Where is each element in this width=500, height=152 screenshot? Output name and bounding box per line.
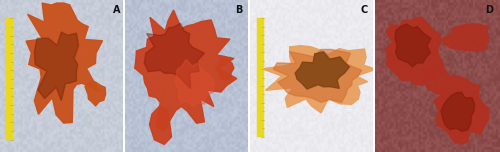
Polygon shape xyxy=(386,17,444,85)
Text: C: C xyxy=(360,5,368,15)
Polygon shape xyxy=(216,58,234,80)
Polygon shape xyxy=(150,106,172,144)
Bar xyxy=(258,18,264,137)
Text: A: A xyxy=(112,5,120,15)
Text: B: B xyxy=(236,5,242,15)
Bar xyxy=(6,18,13,140)
Polygon shape xyxy=(274,49,362,102)
Polygon shape xyxy=(443,24,489,52)
Polygon shape xyxy=(175,60,215,107)
Polygon shape xyxy=(144,23,204,89)
Polygon shape xyxy=(422,64,450,94)
Polygon shape xyxy=(295,52,350,89)
Polygon shape xyxy=(135,10,237,130)
Polygon shape xyxy=(262,46,376,113)
Polygon shape xyxy=(434,76,488,144)
Polygon shape xyxy=(34,32,78,101)
Polygon shape xyxy=(85,81,105,106)
Text: D: D xyxy=(485,5,493,15)
Polygon shape xyxy=(395,24,431,67)
Polygon shape xyxy=(441,92,474,131)
Polygon shape xyxy=(26,3,102,123)
